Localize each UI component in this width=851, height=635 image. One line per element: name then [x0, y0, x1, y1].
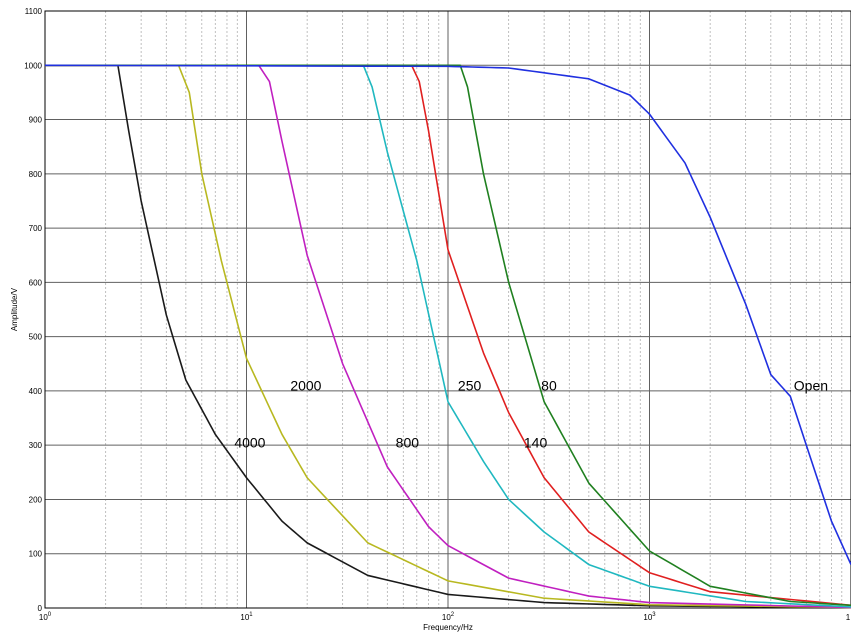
x-tick-label: 1: [846, 613, 851, 622]
minor-gridlines: [105, 11, 843, 608]
y-tick-label: 1000: [24, 61, 42, 70]
series-label-open: Open: [794, 377, 828, 393]
series-label-140: 140: [524, 434, 548, 450]
y-tick-label: 700: [29, 224, 43, 233]
x-tick-label: 102: [442, 612, 455, 622]
y-tick-label: 800: [29, 170, 43, 179]
x-tick-label: 101: [240, 612, 253, 622]
series-line-open: [44, 64, 851, 565]
series-line-4000: [45, 64, 851, 609]
y-tick-label: 200: [29, 495, 43, 504]
series-line-800: [45, 64, 851, 609]
curve-labels: 4000 2000 800 250 140 80 Open: [234, 377, 828, 450]
x-axis-label: Frequency/Hz: [423, 623, 473, 632]
series-layer: [44, 64, 851, 609]
y-tick-label: 900: [29, 116, 43, 125]
y-tick-label: 300: [29, 441, 43, 450]
series-label-80: 80: [541, 377, 557, 393]
y-tick-label: 400: [29, 387, 43, 396]
y-tick-label: 100: [29, 550, 43, 559]
series-label-2000: 2000: [290, 377, 321, 393]
series-label-250: 250: [458, 377, 482, 393]
series-label-4000: 4000: [234, 434, 265, 450]
series-line-80: [45, 64, 851, 607]
y-tick-label: 500: [29, 333, 43, 342]
series-line-250: [45, 64, 851, 608]
y-axis-label: Amplitude/V: [10, 287, 19, 331]
y-tick-label: 0: [38, 604, 43, 613]
series-line-2000: [45, 64, 851, 609]
y-tick-label: 600: [29, 278, 43, 287]
y-tick-label: 1100: [25, 7, 43, 16]
plot-frame: [44, 10, 851, 609]
series-label-800: 800: [396, 434, 420, 450]
x-tick-label: 103: [643, 612, 656, 622]
x-tick-label: 100: [39, 612, 52, 622]
series-line-140: [45, 64, 851, 607]
